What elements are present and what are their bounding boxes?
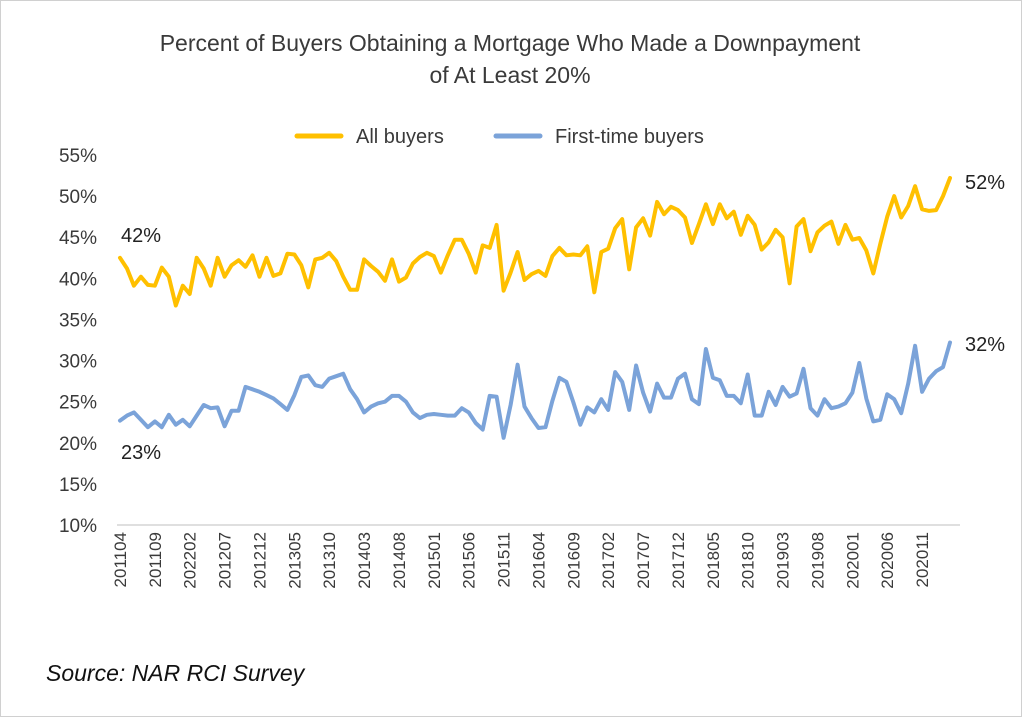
series-layer [118, 176, 952, 440]
x-tick-label: 202006 [878, 532, 897, 589]
y-tick-label: 45% [59, 228, 97, 249]
x-tick-label: 201408 [390, 532, 409, 589]
legend: All buyers First-time buyers [294, 126, 704, 148]
x-tick-label: 201712 [669, 532, 688, 589]
x-tick-label: 201506 [460, 532, 479, 589]
annotation-first-time-last: 32% [965, 334, 1005, 356]
y-axis: 10% 15% 20% 25% 30% 35% 40% 45% 50% 55% [59, 146, 97, 537]
y-tick-label: 35% [59, 310, 97, 331]
chart-title-line-2: of At Least 20% [429, 62, 590, 88]
x-tick-label: 201305 [285, 532, 304, 589]
x-tick-label: 201702 [599, 532, 618, 589]
y-tick-label: 40% [59, 269, 97, 290]
x-tick-label: 201511 [495, 532, 514, 587]
y-tick-label: 55% [59, 146, 97, 167]
x-tick-label: 201403 [355, 532, 374, 589]
x-tick-label: 201212 [250, 532, 269, 589]
y-tick-label: 10% [59, 516, 97, 537]
annotation-all-buyers-last: 52% [965, 172, 1005, 194]
x-tick-label: 201310 [320, 532, 339, 589]
y-tick-label: 50% [59, 187, 97, 208]
x-tick-label: 202202 [181, 532, 200, 589]
y-tick-label: 20% [59, 434, 97, 455]
x-tick-label: 201707 [634, 532, 653, 589]
x-tick-label: 202011 [913, 532, 932, 587]
x-axis: 201104 201109 202202 201207 201212 201305 2013… [111, 532, 932, 589]
legend-label-all-buyers: All buyers [356, 126, 444, 148]
x-tick-label: 201609 [564, 532, 583, 589]
annotation-all-buyers-first: 42% [121, 225, 161, 247]
annotation-first-time-first: 23% [121, 442, 161, 464]
chart-title-line-1: Percent of Buyers Obtaining a Mortgage W… [160, 30, 861, 56]
x-tick-label: 201908 [808, 532, 827, 589]
x-tick-label: 201805 [704, 532, 723, 589]
x-tick-label: 201207 [216, 532, 235, 589]
series-line-first-time-buyers [118, 340, 952, 440]
x-tick-label: 201903 [774, 532, 793, 589]
x-tick-label: 201604 [529, 532, 548, 589]
x-tick-label: 201810 [739, 532, 758, 589]
y-tick-label: 30% [59, 352, 97, 373]
x-tick-label: 201501 [425, 532, 444, 589]
x-tick-label: 201109 [146, 532, 165, 587]
annotations: 42% 52% 23% 32% [121, 172, 1005, 464]
legend-label-first-time-buyers: First-time buyers [555, 126, 704, 148]
series-line-all-buyers [118, 176, 952, 308]
x-tick-label: 201104 [111, 532, 130, 587]
source-note: Source: NAR RCI Survey [46, 660, 305, 686]
y-tick-label: 25% [59, 393, 97, 414]
y-tick-label: 15% [59, 475, 97, 496]
x-tick-label: 202001 [843, 532, 862, 589]
